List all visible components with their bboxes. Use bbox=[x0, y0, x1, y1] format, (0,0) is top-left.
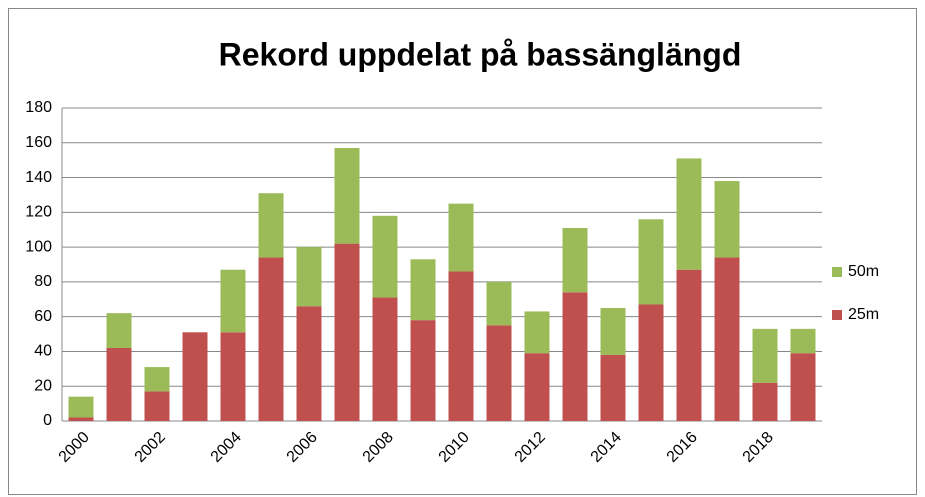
bar-segment bbox=[220, 332, 246, 421]
bar-segment bbox=[296, 306, 322, 421]
bar-segment bbox=[410, 259, 436, 321]
bar-segment bbox=[334, 243, 360, 421]
bar-segment bbox=[790, 353, 816, 421]
bar-segment bbox=[676, 158, 702, 270]
bar-segment bbox=[372, 215, 398, 298]
bar-segment bbox=[296, 247, 322, 307]
bar-segment bbox=[182, 332, 208, 421]
bar-segment bbox=[714, 181, 740, 258]
bar-segment bbox=[68, 417, 94, 421]
y-tick-label: 0 bbox=[43, 412, 52, 429]
chart-title: Rekord uppdelat på bassänglängd bbox=[219, 36, 742, 72]
bar-segment bbox=[524, 311, 550, 354]
bar-segment bbox=[258, 193, 284, 258]
y-tick-label: 120 bbox=[25, 204, 52, 221]
bar-segment bbox=[486, 281, 512, 326]
y-tick-label: 40 bbox=[34, 343, 52, 360]
bar-segment bbox=[714, 257, 740, 421]
legend-label: 25m bbox=[848, 306, 879, 323]
bar-segment bbox=[676, 269, 702, 421]
bar-segment bbox=[106, 347, 132, 421]
bar-segment bbox=[68, 396, 94, 418]
bar-segment bbox=[752, 328, 778, 383]
bar-segment bbox=[410, 320, 436, 421]
y-tick-label: 80 bbox=[34, 273, 52, 290]
bar-segment bbox=[258, 257, 284, 421]
y-tick-label: 100 bbox=[25, 238, 52, 255]
y-tick-label: 60 bbox=[34, 308, 52, 325]
bar-segment bbox=[144, 391, 170, 421]
bar-segment bbox=[600, 354, 626, 421]
bar-segment bbox=[562, 227, 588, 293]
bar-segment bbox=[448, 203, 474, 272]
legend-swatch bbox=[832, 310, 842, 320]
legend-swatch bbox=[832, 267, 842, 277]
legend-label: 50m bbox=[848, 263, 879, 280]
bar-segment bbox=[600, 307, 626, 355]
bar-segment bbox=[638, 304, 664, 421]
bar-segment bbox=[144, 367, 170, 392]
bar-segment bbox=[524, 353, 550, 421]
y-tick-label: 180 bbox=[25, 99, 52, 116]
y-tick-label: 160 bbox=[25, 134, 52, 151]
bar-segment bbox=[790, 328, 816, 354]
bar-segment bbox=[448, 271, 474, 421]
bar-segment bbox=[638, 219, 664, 305]
bar-segment bbox=[334, 147, 360, 244]
bar-segment bbox=[486, 325, 512, 421]
bar-segment bbox=[562, 292, 588, 421]
y-tick-label: 140 bbox=[25, 169, 52, 186]
bar-segment bbox=[220, 269, 246, 333]
bar-segment bbox=[106, 313, 132, 348]
bar-segment bbox=[752, 382, 778, 421]
bar-segment bbox=[372, 297, 398, 421]
y-tick-label: 20 bbox=[34, 377, 52, 394]
